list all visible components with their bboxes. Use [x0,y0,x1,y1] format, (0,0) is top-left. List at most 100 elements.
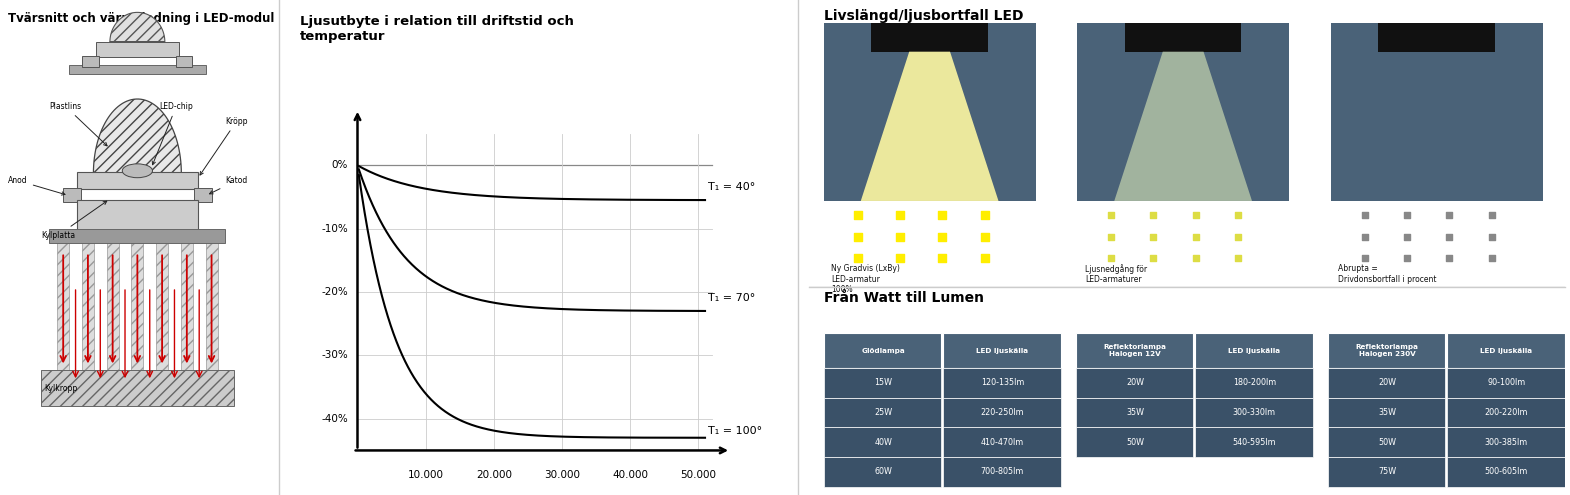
Point [1352,233,1377,241]
Point [845,233,870,241]
FancyBboxPatch shape [1448,333,1565,368]
Bar [155,242,168,371]
Ellipse shape [122,164,152,178]
FancyBboxPatch shape [1075,428,1193,457]
Text: 180-200lm: 180-200lm [1232,379,1276,388]
FancyBboxPatch shape [1328,428,1446,457]
Text: Tvärsnitt och värmeledning i LED-modul: Tvärsnitt och värmeledning i LED-modul [8,12,275,25]
Point [1479,254,1504,262]
Point [1352,254,1377,262]
Text: 300-385lm: 300-385lm [1485,438,1528,447]
Point [1479,211,1504,219]
Bar [82,242,94,371]
Bar [193,188,212,202]
Polygon shape [110,12,165,42]
Bar [41,370,234,406]
Point [972,233,997,241]
Text: 700-805lm: 700-805lm [981,467,1024,476]
Point [1437,254,1462,262]
Bar [132,242,143,371]
Bar [176,56,192,67]
Text: Från Watt till Lumen: Från Watt till Lumen [824,291,984,305]
Text: -40%: -40% [322,414,349,424]
Text: Kröpp: Kröpp [199,117,248,175]
Text: 35W: 35W [1378,408,1396,417]
Point [929,211,955,219]
Point [845,211,870,219]
FancyBboxPatch shape [1448,457,1565,487]
Point [1226,233,1251,241]
Point [1437,233,1462,241]
Text: LED-chip: LED-chip [152,102,193,165]
Point [972,211,997,219]
Text: LED ljuskälla: LED ljuskälla [977,347,1028,353]
Bar [69,65,206,74]
FancyBboxPatch shape [824,428,942,457]
Point [845,254,870,262]
Bar [63,188,82,202]
FancyBboxPatch shape [1195,368,1313,398]
FancyBboxPatch shape [824,457,942,487]
Text: Ny Gradvis (LxBy)
LED-armatur
100%: Ny Gradvis (LxBy) LED-armatur 100% [831,264,900,294]
Text: LED ljuskälla: LED ljuskälla [1228,347,1281,353]
Point [887,254,912,262]
Text: 500-605lm: 500-605lm [1485,467,1528,476]
FancyBboxPatch shape [1195,333,1313,368]
Text: Kylplatta: Kylplatta [41,201,107,240]
Text: Abrupta =
Drivdonsbortfall i procent: Abrupta = Drivdonsbortfall i procent [1338,264,1437,284]
Point [1352,211,1377,219]
FancyBboxPatch shape [944,368,1061,398]
Polygon shape [1115,51,1251,201]
Point [1099,211,1124,219]
Text: T₁ = 70°: T₁ = 70° [708,293,755,302]
Point [1437,211,1462,219]
Text: 50W: 50W [1378,438,1396,447]
FancyBboxPatch shape [1195,398,1313,427]
Text: 50.000: 50.000 [680,470,716,480]
Text: T₁ = 100°: T₁ = 100° [708,426,763,436]
Text: Anod: Anod [8,176,64,195]
Text: T₁ = 40°: T₁ = 40° [708,182,755,192]
FancyBboxPatch shape [1077,23,1289,201]
Bar [181,242,193,371]
Bar [107,242,119,371]
Point [1479,233,1504,241]
Text: 410-470lm: 410-470lm [981,438,1024,447]
FancyBboxPatch shape [1124,23,1242,51]
Text: Ljusnedgång för
LED-armaturer: Ljusnedgång för LED-armaturer [1085,264,1148,285]
FancyBboxPatch shape [1075,398,1193,427]
Text: Plastlins: Plastlins [50,102,107,146]
Text: 10.000: 10.000 [408,470,444,480]
Text: -20%: -20% [322,287,349,297]
FancyBboxPatch shape [824,368,942,398]
Bar [77,200,198,230]
FancyBboxPatch shape [1195,428,1313,457]
Point [1394,254,1419,262]
Polygon shape [94,99,182,173]
Text: 35W: 35W [1126,408,1145,417]
FancyBboxPatch shape [871,23,988,51]
Point [1184,211,1209,219]
Point [887,211,912,219]
Text: 15W: 15W [874,379,892,388]
Point [1141,254,1167,262]
Point [1141,211,1167,219]
Text: Glödlampa: Glödlampa [862,347,906,353]
Polygon shape [860,51,999,201]
Text: -30%: -30% [322,350,349,360]
Point [1141,233,1167,241]
Text: Katod: Katod [209,176,248,194]
Text: 50W: 50W [1126,438,1145,447]
Point [887,233,912,241]
Point [1226,254,1251,262]
Text: Kylkropp: Kylkropp [44,384,77,393]
Text: 30.000: 30.000 [543,470,579,480]
FancyBboxPatch shape [1328,333,1446,368]
FancyBboxPatch shape [1448,368,1565,398]
Text: 25W: 25W [874,408,892,417]
FancyBboxPatch shape [824,398,942,427]
Point [1099,254,1124,262]
Text: 60W: 60W [874,467,892,476]
FancyBboxPatch shape [1331,23,1543,201]
Bar [206,242,218,371]
